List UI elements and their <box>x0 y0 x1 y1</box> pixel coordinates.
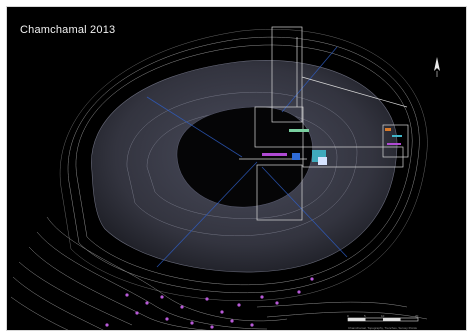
summit-contours <box>126 91 358 237</box>
trench-outlines <box>239 26 409 221</box>
survey-points <box>105 277 314 329</box>
scale-label: 10 <box>381 314 385 318</box>
site-map <box>10 26 440 330</box>
legend-caption: Chamchamal, Topography, Trenches, Survey… <box>348 326 417 330</box>
scale-label: 5 <box>364 314 366 318</box>
scale-bar <box>347 317 419 322</box>
excavation-features <box>262 128 402 165</box>
survey-grid-lines <box>146 46 348 268</box>
scale-label: 0 <box>347 314 349 318</box>
map-title: Chamchamal 2013 <box>20 24 116 36</box>
scale-label: 20 <box>415 314 419 318</box>
north-arrow-icon <box>434 57 440 77</box>
map-frame: Chamchamal 2013 0 5 10 20 Chamchamal, To… <box>6 6 467 331</box>
